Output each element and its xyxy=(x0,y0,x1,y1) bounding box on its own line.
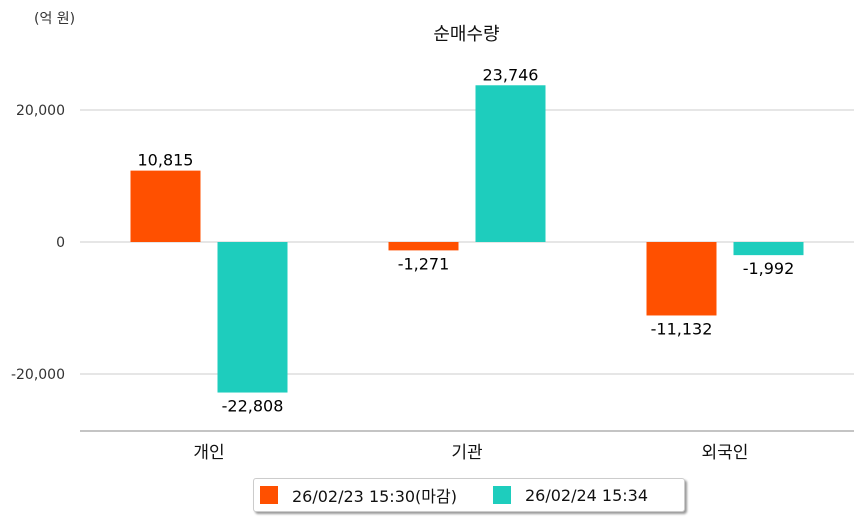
data-label: -22,808 xyxy=(222,397,284,416)
data-label: -11,132 xyxy=(651,319,713,338)
legend-item-series-1[interactable]: 26/02/23 15:30(마감) xyxy=(254,483,457,507)
y-tick-label: -20,000 xyxy=(11,367,65,383)
legend-swatch xyxy=(260,486,278,504)
bar xyxy=(646,242,717,316)
data-label: 23,746 xyxy=(483,65,539,84)
legend: 26/02/23 15:30(마감) 26/02/24 15:34 xyxy=(253,478,685,512)
y-tick-label: 0 xyxy=(56,235,65,251)
data-label: -1,992 xyxy=(743,259,795,278)
bar xyxy=(733,242,804,256)
legend-item-series-2[interactable]: 26/02/24 15:34 xyxy=(487,486,648,505)
bar xyxy=(130,170,201,242)
x-tick-label: 개인 xyxy=(193,443,224,463)
unit-label: (억 원) xyxy=(34,11,76,27)
y-tick-label: 20,000 xyxy=(16,103,65,119)
bar xyxy=(475,85,546,242)
legend-label: 26/02/24 15:34 xyxy=(524,485,649,505)
data-label: -1,271 xyxy=(398,254,450,273)
legend-swatch xyxy=(492,486,511,504)
chart-title: 순매수량 xyxy=(433,24,500,45)
x-tick-label: 외국인 xyxy=(702,443,749,463)
legend-label: 26/02/23 15:30(마감) xyxy=(292,487,457,506)
data-label: 10,815 xyxy=(138,151,194,170)
bar xyxy=(388,242,459,251)
x-tick-label: 기관 xyxy=(451,443,482,463)
bar xyxy=(217,242,288,393)
